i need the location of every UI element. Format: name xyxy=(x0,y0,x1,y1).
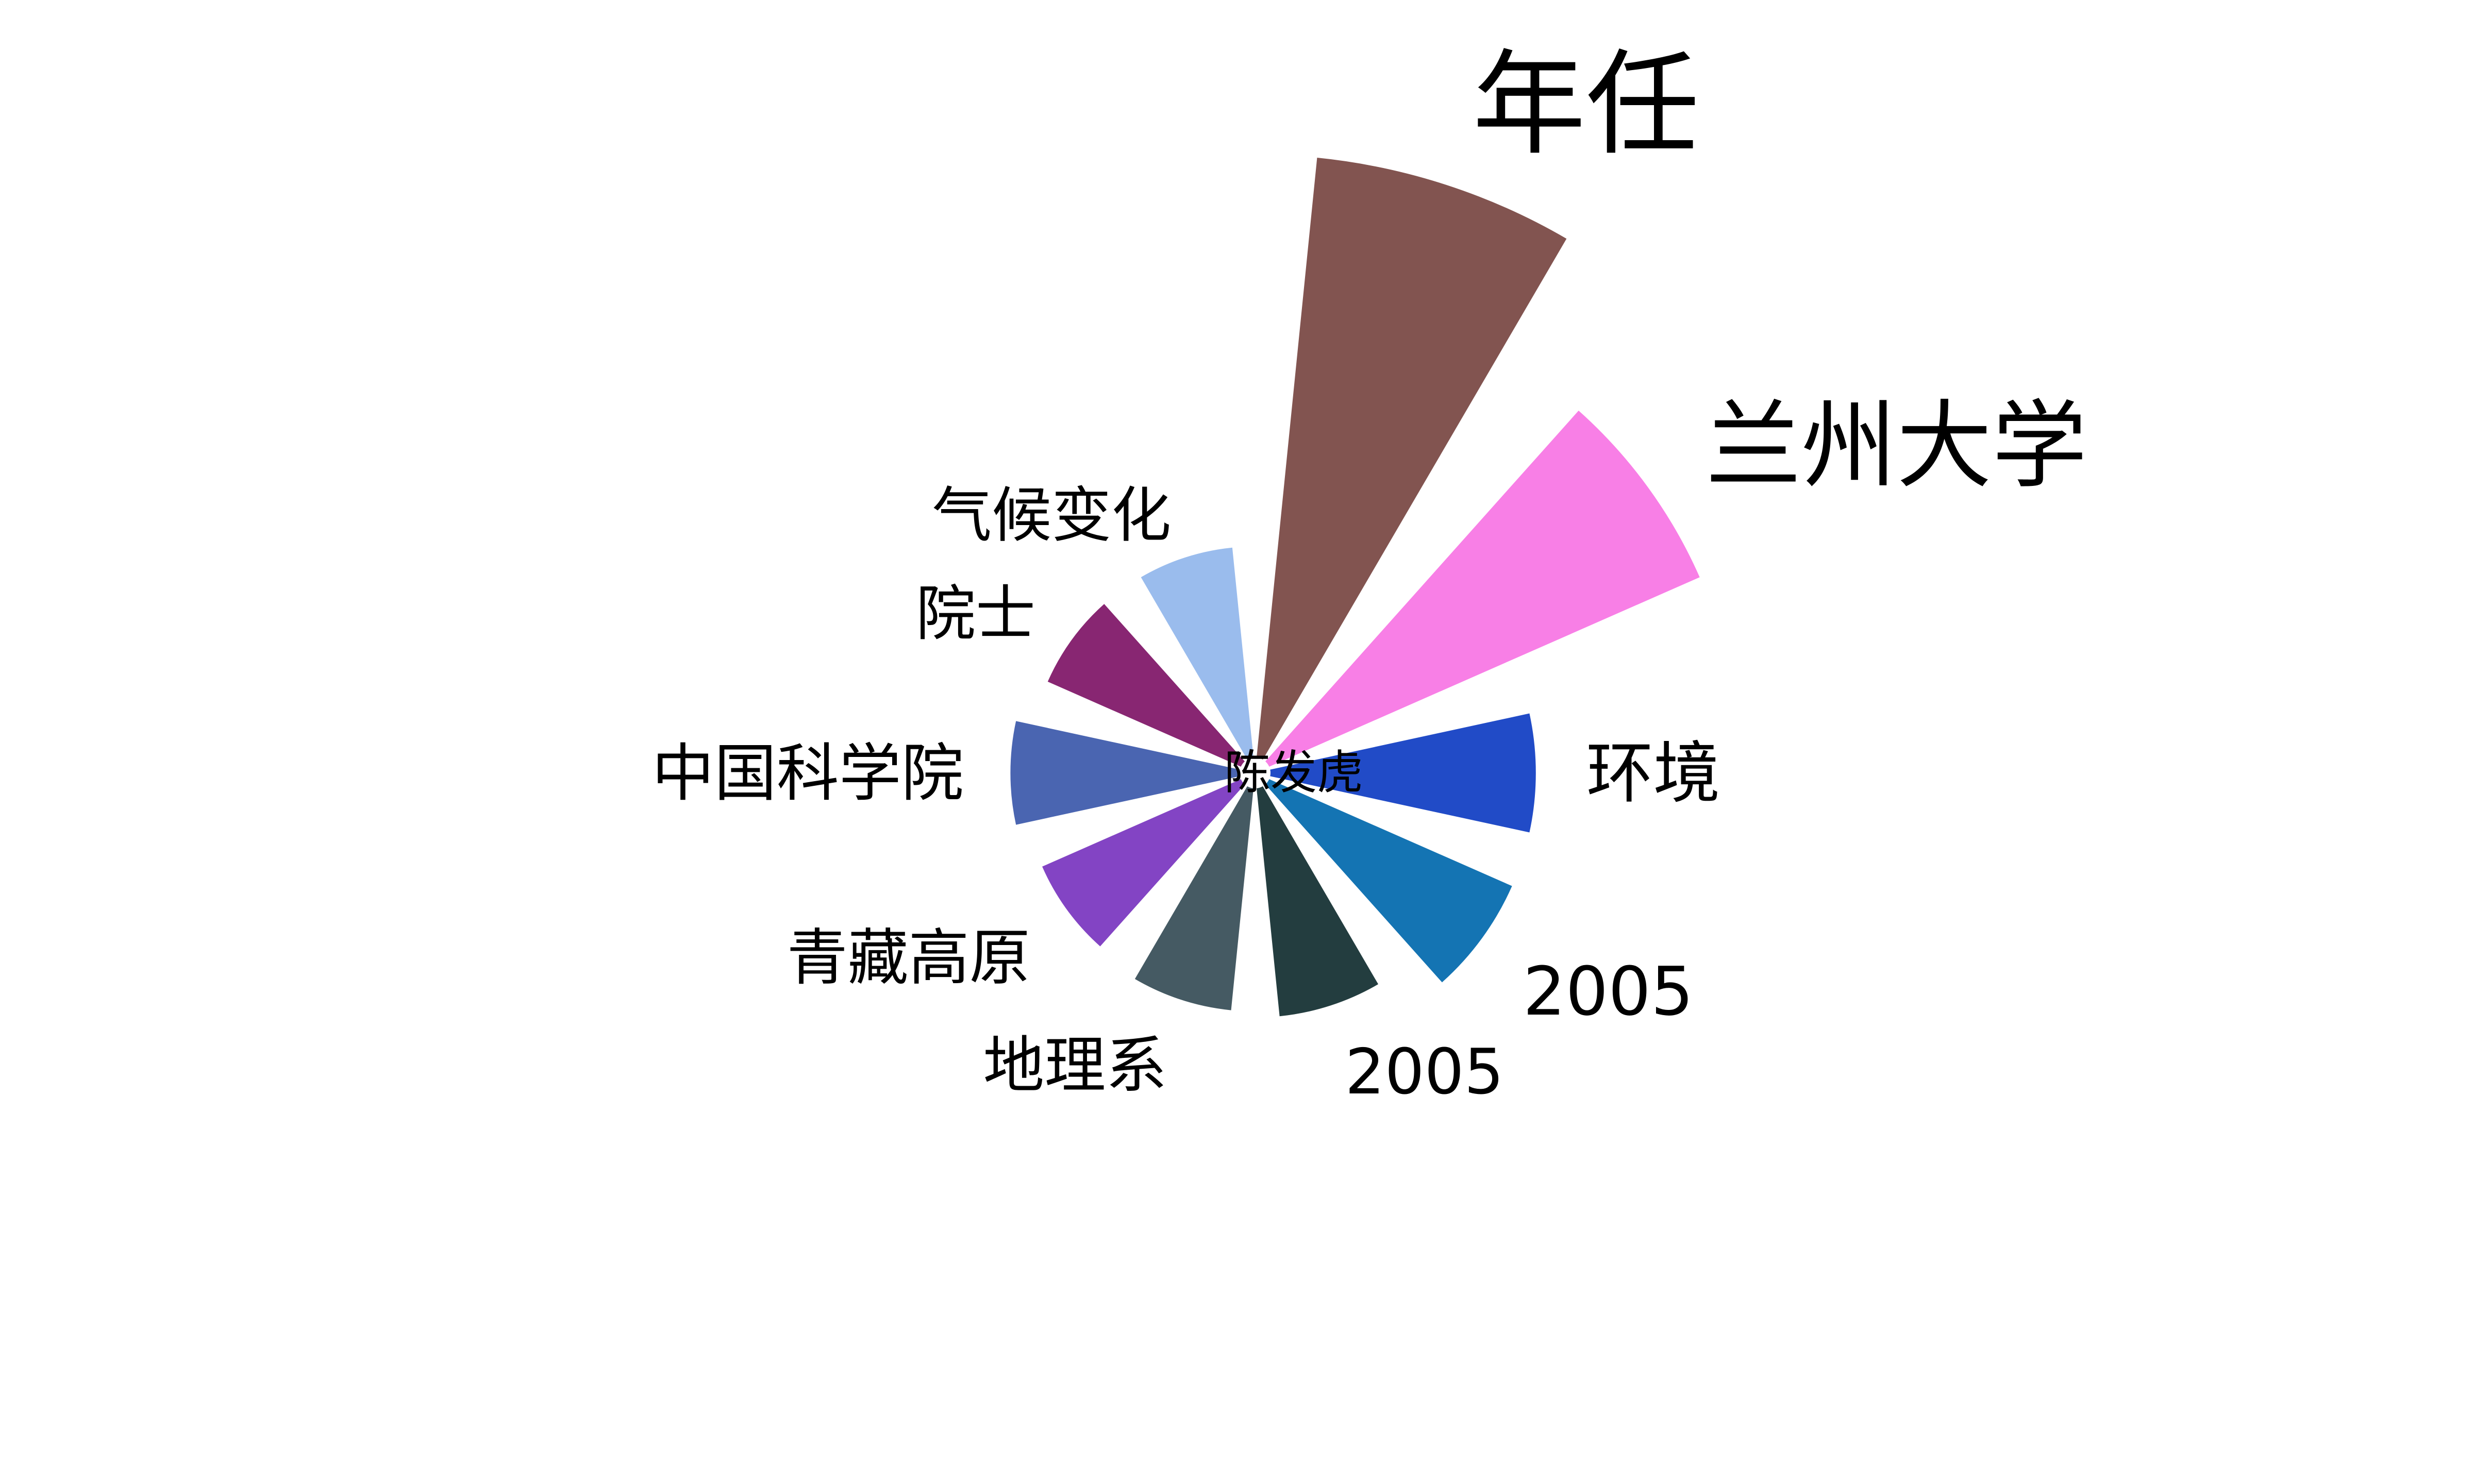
bar-label-2: 兰州大学 xyxy=(1706,390,2087,501)
bar-2 xyxy=(1265,410,1700,767)
center-label: 陈发虎 xyxy=(1224,746,1363,800)
chart-bars xyxy=(1010,158,1700,1017)
bar-4 xyxy=(1265,779,1512,983)
bar-7 xyxy=(1042,779,1245,947)
bar-label-10: 气候变化 xyxy=(932,481,1171,550)
bar-label-9: 院士 xyxy=(916,579,1035,649)
bar-label-7: 青藏高原 xyxy=(787,922,1030,993)
bar-label-4: 2005 xyxy=(1523,952,1694,1031)
bar-label-8: 中国科学院 xyxy=(652,737,964,810)
bar-label-5: 2005 xyxy=(1345,1036,1504,1108)
bar-6 xyxy=(1134,786,1253,1010)
bar-10 xyxy=(1141,547,1253,760)
bar-8 xyxy=(1010,721,1240,825)
bar-label-6: 地理系 xyxy=(983,1031,1167,1102)
bar-1 xyxy=(1257,158,1567,760)
bar-5 xyxy=(1257,786,1379,1017)
bar-label-3: 环境 xyxy=(1586,734,1720,813)
bar-label-1: 年任 xyxy=(1473,39,1699,171)
bar-9 xyxy=(1047,604,1245,767)
bar-3 xyxy=(1270,713,1536,833)
